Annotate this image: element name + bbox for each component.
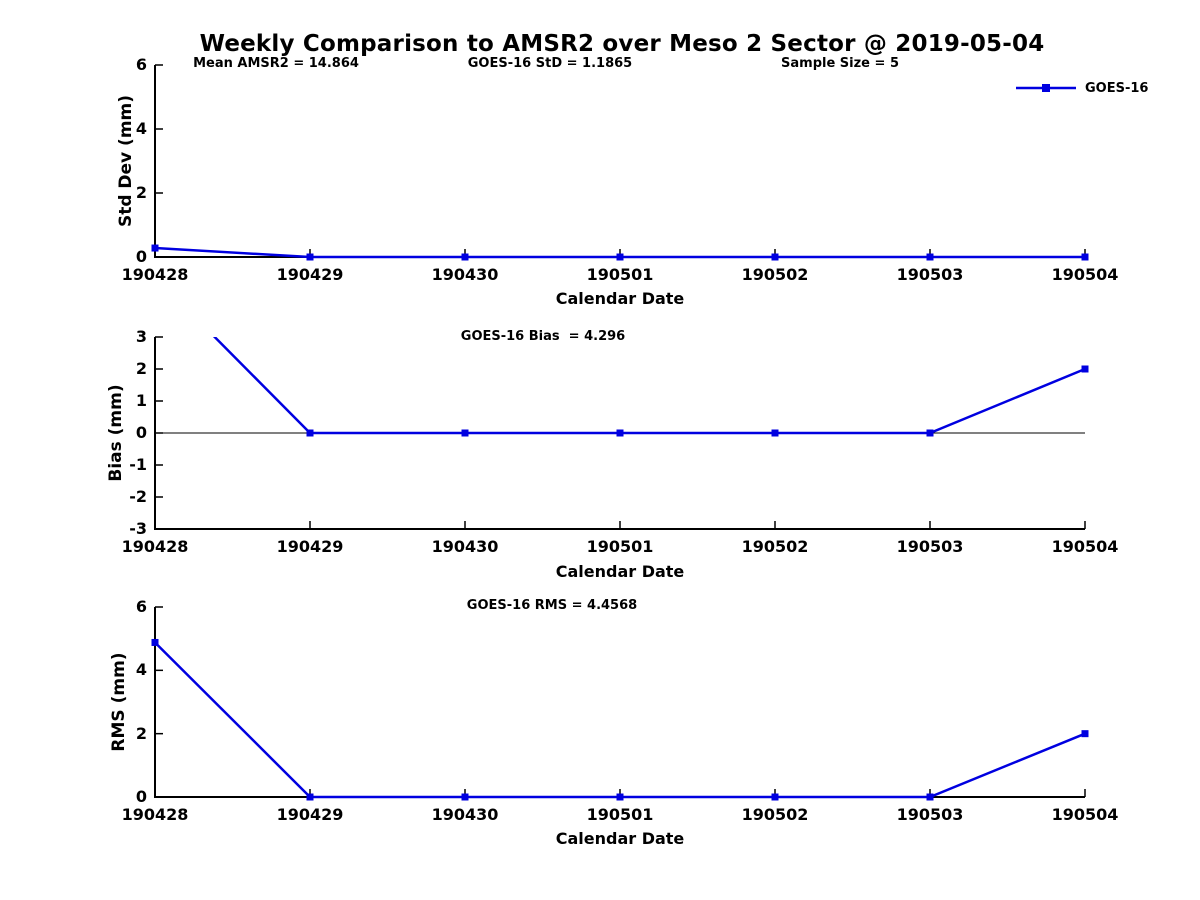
data-point-marker xyxy=(1081,730,1089,738)
y-tick-label: 2 xyxy=(135,359,147,378)
data-point-marker xyxy=(926,793,934,801)
x-tick-label: 190501 xyxy=(586,265,654,284)
x-tick-label: 190430 xyxy=(431,805,499,824)
data-point-marker xyxy=(616,429,624,437)
x-tick-label: 190429 xyxy=(276,537,344,556)
y-tick-label: -2 xyxy=(129,487,147,506)
data-point-marker xyxy=(151,244,159,252)
data-point-marker xyxy=(1081,253,1089,261)
x-tick-label: 190429 xyxy=(276,265,344,284)
data-point-marker xyxy=(461,253,469,261)
annotation-mean-amsr2: Mean AMSR2 = 14.864 xyxy=(193,56,359,71)
x-tick-label: 190428 xyxy=(121,265,189,284)
x-tick-label: 190503 xyxy=(896,805,964,824)
data-point-marker xyxy=(616,793,624,801)
annotation-sample-size: Sample Size = 5 xyxy=(781,56,899,71)
x-axis-label-stddev: Calendar Date xyxy=(555,289,685,308)
x-tick-label: 190429 xyxy=(276,805,344,824)
figure-title: Weekly Comparison to AMSR2 over Meso 2 S… xyxy=(199,31,1045,57)
data-point-marker xyxy=(306,429,314,437)
x-tick-label: 190504 xyxy=(1051,265,1119,284)
data-point-marker xyxy=(461,793,469,801)
y-tick-label: 2 xyxy=(135,183,147,202)
x-tick-label: 190503 xyxy=(896,537,964,556)
y-tick-label: 1 xyxy=(135,391,147,410)
legend-line-sample xyxy=(1016,84,1076,92)
data-point-marker xyxy=(926,253,934,261)
x-tick-label: 190502 xyxy=(741,537,809,556)
y-tick-label: -3 xyxy=(129,519,147,538)
annotation-goes16-bias: GOES-16 Bias = 4.296 xyxy=(460,329,626,344)
data-point-marker xyxy=(926,429,934,437)
x-tick-label: 190501 xyxy=(586,805,654,824)
data-line-goes16 xyxy=(212,337,1086,435)
x-tick-label: 190502 xyxy=(741,805,809,824)
y-tick-label: 4 xyxy=(135,119,147,138)
legend-marker xyxy=(1042,84,1050,92)
data-point-marker xyxy=(771,253,779,261)
y-tick-label: 0 xyxy=(135,787,147,806)
x-axis-label-rms: Calendar Date xyxy=(555,829,685,848)
x-tick-label: 190428 xyxy=(121,537,189,556)
y-tick-label: 6 xyxy=(135,55,147,74)
x-tick-label: 190430 xyxy=(431,537,499,556)
data-point-marker xyxy=(306,253,314,261)
legend-label: GOES-16 xyxy=(1085,80,1149,96)
x-tick-label: 190502 xyxy=(741,265,809,284)
data-point-marker xyxy=(616,253,624,261)
y-tick-label: 0 xyxy=(135,247,147,266)
y-tick-label: 6 xyxy=(135,597,147,616)
y-tick-label: -1 xyxy=(129,455,147,474)
x-tick-label: 190430 xyxy=(431,265,499,284)
x-tick-label: 190428 xyxy=(121,805,189,824)
y-tick-label: 3 xyxy=(135,327,147,346)
x-tick-label: 190504 xyxy=(1051,805,1119,824)
annotation-goes16-std: GOES-16 StD = 1.1865 xyxy=(467,56,633,71)
x-tick-label: 190503 xyxy=(896,265,964,284)
data-point-marker xyxy=(461,429,469,437)
data-line-goes16 xyxy=(154,641,1086,799)
data-point-marker xyxy=(771,429,779,437)
y-tick-label: 4 xyxy=(135,660,147,680)
y-tick-label: 2 xyxy=(135,723,147,743)
legend: GOES-16 xyxy=(1015,80,1148,96)
y-tick-label: 0 xyxy=(135,423,147,442)
annotation-goes16-rms: GOES-16 RMS = 4.4568 xyxy=(466,598,638,613)
data-point-marker xyxy=(306,793,314,801)
data-point-marker xyxy=(771,793,779,801)
x-axis-label-bias: Calendar Date xyxy=(555,562,685,581)
x-tick-label: 190501 xyxy=(586,537,654,556)
data-point-marker xyxy=(151,638,159,646)
x-tick-label: 190504 xyxy=(1051,537,1119,556)
data-point-marker xyxy=(1081,365,1089,373)
